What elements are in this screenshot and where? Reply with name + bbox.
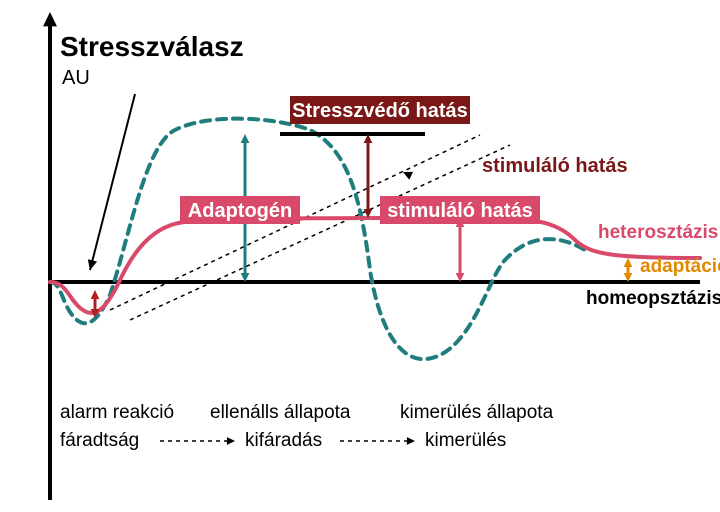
label-stimulalo-hatas: stimuláló hatás	[482, 155, 628, 177]
phase-label: alarm reakció	[60, 402, 174, 423]
diagram-title: Stresszválasz	[60, 31, 244, 62]
label-adaptacio: adaptáció	[640, 256, 720, 277]
y-axis-unit: AU	[62, 67, 90, 89]
svg-text:Stresszvédő hatás: Stresszvédő hatás	[292, 100, 468, 122]
phase-label: kimerülés állapota	[400, 402, 554, 423]
phase-sublabel: kimerülés	[425, 430, 506, 451]
stress-diagram: Stresszválasz AU Stresszvédő hatás Adaptogé…	[0, 0, 720, 512]
label-homeopsztazis: homeopsztázis	[586, 288, 720, 309]
phase-sublabel: fáradtság	[60, 430, 139, 451]
phase-sublabel: kifáradás	[245, 430, 322, 451]
label-heterosztazis: heterosztázis	[598, 222, 718, 243]
phase-label: ellenálls állapota	[210, 402, 351, 423]
svg-text:Adaptogén: Adaptogén	[188, 200, 292, 222]
svg-text:stimuláló hatás: stimuláló hatás	[387, 200, 533, 222]
